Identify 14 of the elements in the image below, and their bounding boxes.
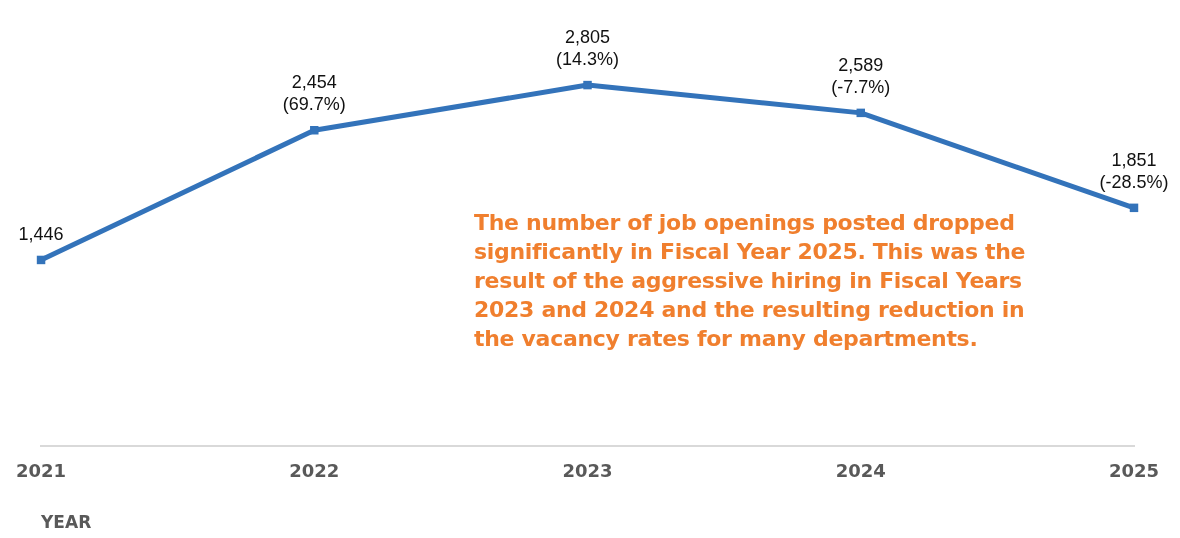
annotation: The number of job openings posted dropped significantly in Fiscal Year 2025. This was the result of the aggressive hiring in Fiscal Years 2023 and 2024 and the resulting reduction in the vacancy rates for many departments. bbox=[474, 209, 1027, 353]
x-tick-label: 2024 bbox=[835, 460, 886, 482]
x-tick-label: 2023 bbox=[562, 460, 613, 482]
x-axis-title: YEAR bbox=[40, 512, 92, 533]
x-tick-label: 2022 bbox=[289, 460, 340, 482]
x-tick-label: 2025 bbox=[1108, 460, 1160, 482]
x-tick-label: 2021 bbox=[15, 460, 67, 482]
point bbox=[583, 80, 592, 90]
data-label: 2,805 (14.3%) bbox=[556, 27, 620, 70]
data-label: 1,446 bbox=[18, 223, 64, 244]
data-label: 2,454 (69.7%) bbox=[282, 72, 346, 115]
point bbox=[310, 126, 319, 135]
data-label: 2,589 (-7.7%) bbox=[831, 54, 891, 97]
data-label: 1,851 (-28.5%) bbox=[1099, 149, 1169, 192]
